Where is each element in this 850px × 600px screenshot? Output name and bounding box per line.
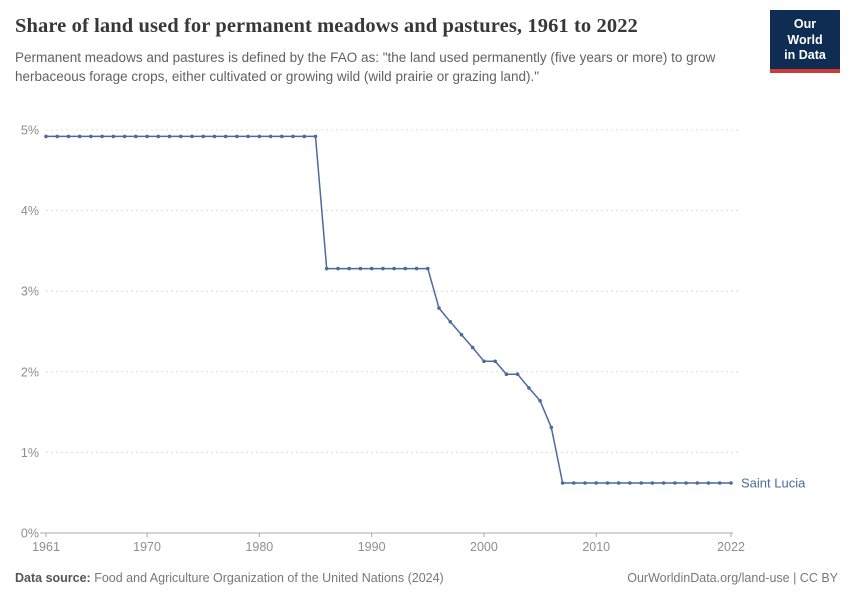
y-axis-label: 5% xyxy=(21,124,39,138)
data-point[interactable] xyxy=(650,481,655,485)
data-point[interactable] xyxy=(89,134,93,139)
data-source: Data source: Food and Agriculture Organi… xyxy=(15,571,444,585)
x-axis-label: 1961 xyxy=(32,540,60,554)
data-point[interactable] xyxy=(527,386,531,390)
data-point[interactable] xyxy=(515,372,520,377)
data-point[interactable] xyxy=(628,481,632,485)
data-point[interactable] xyxy=(616,481,621,485)
data-point[interactable] xyxy=(392,266,396,271)
data-point[interactable] xyxy=(369,266,374,271)
data-point[interactable] xyxy=(583,481,587,485)
data-point[interactable] xyxy=(55,134,59,139)
data-point[interactable] xyxy=(470,345,475,350)
data-point[interactable] xyxy=(156,134,161,139)
owid-logo-line-2: in Data xyxy=(784,48,826,63)
y-axis-label: 4% xyxy=(21,204,39,218)
data-point[interactable] xyxy=(661,481,666,485)
data-point[interactable] xyxy=(426,266,430,271)
data-point[interactable] xyxy=(448,320,453,324)
data-point[interactable] xyxy=(358,266,363,271)
owid-logo[interactable]: Our World in Data xyxy=(770,10,840,73)
page-title: Share of land used for permanent meadows… xyxy=(15,15,638,37)
data-point[interactable] xyxy=(437,306,441,310)
line-chart[interactable]: 0% 1% 2% 3% 4% 5% 1961 1970 1980 1990 2000 2010 2022… xyxy=(0,115,850,565)
data-point[interactable] xyxy=(572,481,576,485)
data-point[interactable] xyxy=(235,134,239,139)
data-point[interactable] xyxy=(459,332,464,337)
data-point[interactable] xyxy=(212,134,217,139)
data-source-label: Data source: xyxy=(15,571,91,585)
data-point[interactable] xyxy=(324,266,329,271)
y-axis-label: 2% xyxy=(21,365,39,379)
x-axis-label: 1970 xyxy=(133,540,161,554)
data-point[interactable] xyxy=(684,481,688,485)
data-point[interactable] xyxy=(44,134,48,139)
data-point[interactable] xyxy=(336,266,340,271)
data-source-text: Food and Agriculture Organization of the… xyxy=(90,571,444,585)
data-point[interactable] xyxy=(122,134,127,139)
data-point[interactable] xyxy=(403,266,408,271)
entity-label[interactable]: Saint Lucia xyxy=(741,476,806,491)
x-axis-label: 2000 xyxy=(470,540,498,554)
x-axis-label: 2010 xyxy=(582,540,610,554)
chart-footer: Data source: Food and Agriculture Organi… xyxy=(15,571,838,585)
x-axis-label: 1990 xyxy=(358,540,386,554)
data-point[interactable] xyxy=(111,134,116,139)
data-point[interactable] xyxy=(190,134,194,139)
data-point[interactable] xyxy=(66,134,71,139)
page-subtitle: Permanent meadows and pastures is define… xyxy=(15,50,716,84)
data-point[interactable] xyxy=(482,359,486,364)
data-point[interactable] xyxy=(77,134,82,139)
data-point[interactable] xyxy=(223,134,228,139)
y-axis-label: 0% xyxy=(21,527,39,541)
data-point[interactable] xyxy=(145,134,149,139)
x-axis-label: 1980 xyxy=(245,540,273,554)
owid-logo-line-1: Our World xyxy=(787,17,823,47)
data-point[interactable] xyxy=(493,359,498,364)
data-point[interactable] xyxy=(414,266,419,271)
data-point[interactable] xyxy=(179,134,183,139)
data-point[interactable] xyxy=(504,372,509,377)
data-point[interactable] xyxy=(605,481,610,485)
attribution-link[interactable]: OurWorldinData.org/land-use | CC BY xyxy=(627,571,838,585)
data-point[interactable] xyxy=(257,134,262,139)
y-axis-label: 3% xyxy=(21,285,39,299)
data-point[interactable] xyxy=(134,134,138,139)
chart-header: Share of land used for permanent meadows… xyxy=(15,13,755,87)
line-chart-svg: 0% 1% 2% 3% 4% 5% 1961 1970 1980 1990 2000 2010 2022… xyxy=(21,124,806,555)
data-point[interactable] xyxy=(706,481,711,485)
data-point[interactable] xyxy=(549,425,554,430)
data-point[interactable] xyxy=(381,266,385,271)
data-point[interactable] xyxy=(718,481,722,485)
data-point[interactable] xyxy=(594,481,598,485)
data-point[interactable] xyxy=(302,134,307,139)
data-point[interactable] xyxy=(280,134,284,139)
data-point[interactable] xyxy=(347,266,352,271)
data-point[interactable] xyxy=(729,481,733,485)
data-point[interactable] xyxy=(246,134,250,139)
data-point[interactable] xyxy=(313,134,318,139)
data-point[interactable] xyxy=(673,481,677,485)
data-point[interactable] xyxy=(201,134,205,139)
y-axis-label: 1% xyxy=(21,446,39,460)
data-line[interactable] xyxy=(46,135,731,484)
data-point[interactable] xyxy=(695,481,700,485)
data-point[interactable] xyxy=(538,399,542,403)
data-point[interactable] xyxy=(291,134,295,139)
x-axis-label: 2022 xyxy=(717,540,745,554)
data-point[interactable] xyxy=(268,134,273,139)
data-point[interactable] xyxy=(167,134,172,139)
data-point[interactable] xyxy=(639,481,643,485)
data-point[interactable] xyxy=(560,481,565,485)
data-point[interactable] xyxy=(100,134,104,139)
